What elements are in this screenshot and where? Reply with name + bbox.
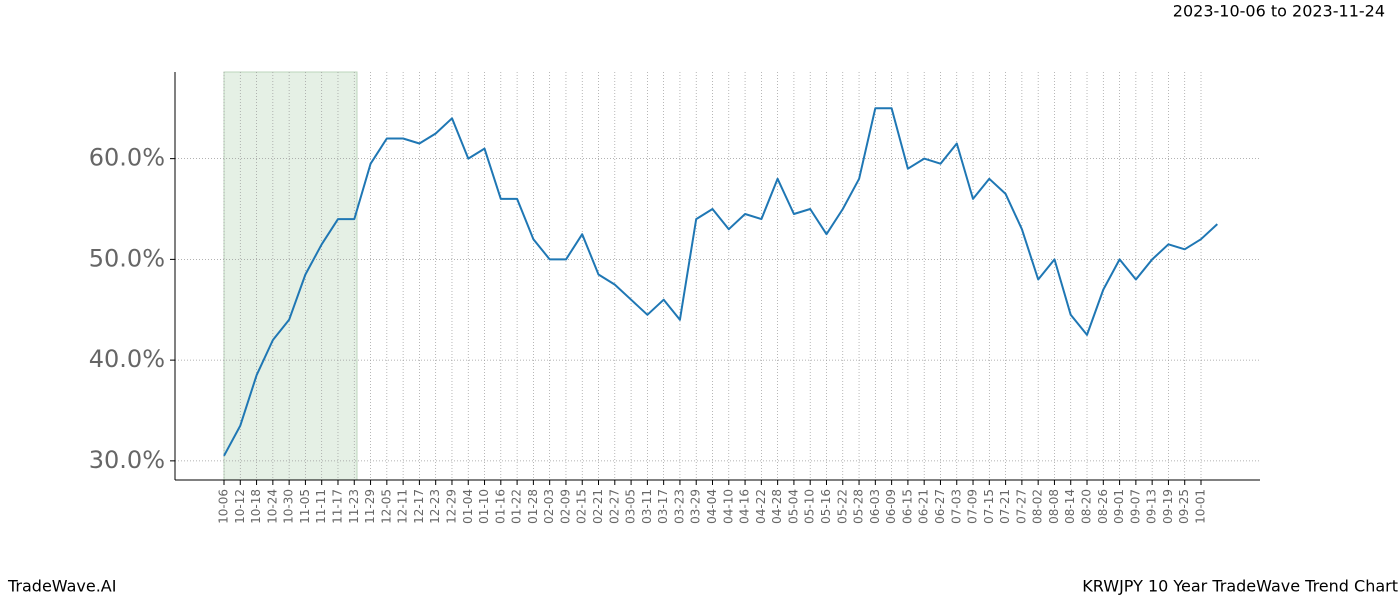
x-tick-label: 05-10 <box>803 489 817 524</box>
x-tick-label: 02-15 <box>575 489 589 524</box>
x-tick-label: 11-23 <box>347 489 361 524</box>
y-tick-label: 30.0% <box>89 446 165 474</box>
x-tick-label: 07-21 <box>998 489 1012 524</box>
x-tick-label: 03-29 <box>689 489 703 524</box>
x-tick-label: 05-04 <box>786 489 800 524</box>
x-tick-label: 03-11 <box>640 489 654 524</box>
x-tick-label: 05-28 <box>852 489 866 524</box>
x-tick-label: 02-27 <box>607 489 621 524</box>
x-tick-label: 06-09 <box>884 489 898 524</box>
x-tick-label: 04-10 <box>721 489 735 524</box>
x-tick-label: 03-23 <box>672 489 686 524</box>
x-tick-label: 10-06 <box>217 489 231 524</box>
x-tick-label: 09-19 <box>1161 489 1175 524</box>
x-tick-label: 01-10 <box>477 489 491 524</box>
x-tick-label: 11-29 <box>363 489 377 524</box>
x-tick-label: 12-17 <box>412 489 426 524</box>
x-tick-label: 10-18 <box>249 489 263 524</box>
x-tick-label: 09-07 <box>1128 489 1142 524</box>
y-tick-label: 40.0% <box>89 345 165 373</box>
brand: TradeWave.AI <box>7 577 116 596</box>
x-tick-label: 09-25 <box>1177 489 1191 524</box>
x-tick-label: 03-17 <box>656 489 670 524</box>
x-tick-label: 07-15 <box>982 489 996 524</box>
x-tick-label: 10-01 <box>1194 489 1208 524</box>
x-tick-label: 08-02 <box>1031 489 1045 524</box>
x-tick-label: 11-11 <box>314 489 328 524</box>
x-tick-label: 08-20 <box>1080 489 1094 524</box>
x-tick-label: 12-05 <box>379 489 393 524</box>
x-tick-label: 04-04 <box>705 489 719 524</box>
x-tick-label: 10-24 <box>265 489 279 524</box>
x-tick-label: 01-28 <box>526 489 540 524</box>
x-tick-label: 11-17 <box>330 489 344 524</box>
x-tick-label: 01-22 <box>510 489 524 524</box>
x-tick-label: 02-09 <box>558 489 572 524</box>
chart-title: KRWJPY 10 Year TradeWave Trend Chart <box>1082 577 1398 596</box>
x-tick-label: 01-04 <box>461 489 475 524</box>
y-tick-label: 60.0% <box>89 144 165 172</box>
x-tick-label: 10-30 <box>282 489 296 524</box>
date-range: 2023-10-06 to 2023-11-24 <box>1173 2 1385 21</box>
x-tick-label: 03-05 <box>624 489 638 524</box>
x-tick-label: 11-05 <box>298 489 312 524</box>
x-tick-label: 09-01 <box>1112 489 1126 524</box>
x-tick-label: 04-22 <box>754 489 768 524</box>
x-tick-label: 07-03 <box>949 489 963 524</box>
highlight-region <box>223 71 358 481</box>
x-tick-label: 07-09 <box>966 489 980 524</box>
x-tick-label: 06-03 <box>868 489 882 524</box>
x-tick-label: 02-03 <box>542 489 556 524</box>
x-tick-label: 04-28 <box>770 489 784 524</box>
x-tick-label: 08-08 <box>1047 489 1061 524</box>
x-tick-label: 07-27 <box>1014 489 1028 524</box>
x-tick-label: 05-16 <box>819 489 833 524</box>
x-tick-label: 12-29 <box>444 489 458 524</box>
x-tick-label: 08-26 <box>1096 489 1110 524</box>
x-tick-label: 09-13 <box>1145 489 1159 524</box>
trend-line <box>223 107 1218 457</box>
x-tick-label: 12-11 <box>396 489 410 524</box>
x-tick-label: 04-16 <box>738 489 752 524</box>
x-tick-label: 08-14 <box>1063 489 1077 524</box>
x-tick-label: 10-12 <box>233 489 247 524</box>
x-tick-label: 06-15 <box>900 489 914 524</box>
x-tick-label: 02-21 <box>591 489 605 524</box>
x-tick-label: 12-23 <box>428 489 442 524</box>
y-tick-label: 50.0% <box>89 244 165 272</box>
x-tick-label: 01-16 <box>493 489 507 524</box>
x-tick-label: 05-22 <box>835 489 849 524</box>
x-tick-label: 06-27 <box>933 489 947 524</box>
x-tick-label: 06-21 <box>917 489 931 524</box>
